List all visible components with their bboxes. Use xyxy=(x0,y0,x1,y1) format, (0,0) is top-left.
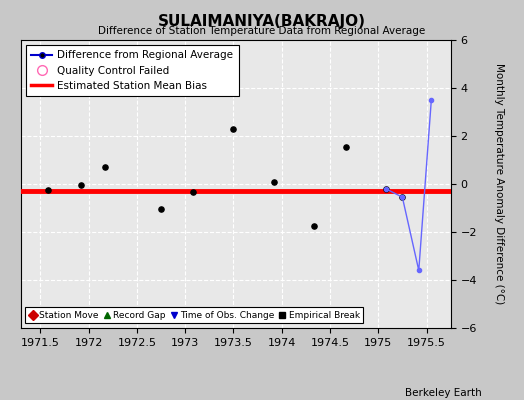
Point xyxy=(189,189,197,196)
Point xyxy=(157,206,165,212)
Text: SULAIMANIYA(BAKRAJO): SULAIMANIYA(BAKRAJO) xyxy=(158,14,366,29)
Y-axis label: Monthly Temperature Anomaly Difference (°C): Monthly Temperature Anomaly Difference (… xyxy=(494,63,504,305)
Text: Berkeley Earth: Berkeley Earth xyxy=(406,388,482,398)
Point xyxy=(309,223,318,229)
Point xyxy=(101,164,109,170)
Point xyxy=(398,194,407,200)
Point xyxy=(229,126,237,132)
Point xyxy=(270,178,278,185)
Point xyxy=(382,186,390,192)
Point xyxy=(77,182,85,188)
Text: Difference of Station Temperature Data from Regional Average: Difference of Station Temperature Data f… xyxy=(99,26,425,36)
Legend: Station Move, Record Gap, Time of Obs. Change, Empirical Break: Station Move, Record Gap, Time of Obs. C… xyxy=(26,307,364,324)
Point xyxy=(342,144,351,150)
Point xyxy=(44,187,52,193)
